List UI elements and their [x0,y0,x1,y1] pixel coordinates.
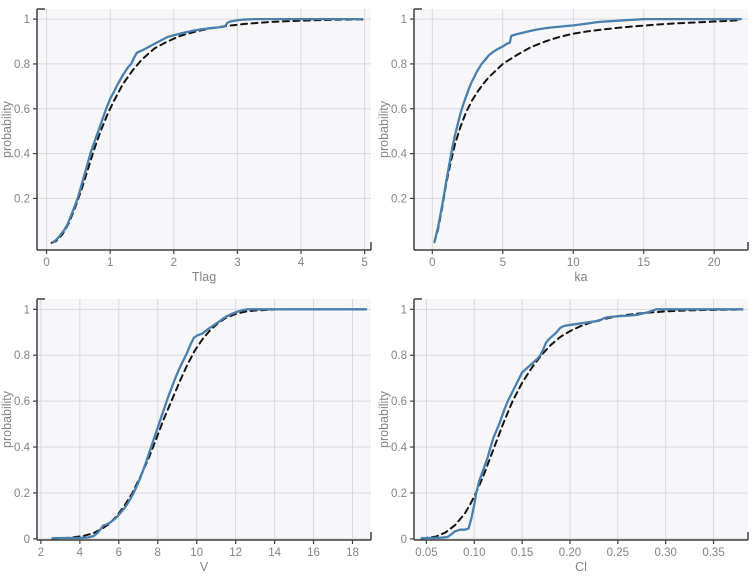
y-tick-label: 0.4 [14,442,31,454]
y-tick-label: 0.2 [391,193,407,205]
x-tick-label: 0.10 [463,547,485,559]
y-tick-label: 0.6 [14,396,30,408]
y-tick-label: 0.8 [391,59,407,71]
x-tick-label: 4 [298,257,305,269]
x-tick-label: 0.05 [415,547,437,559]
y-tick-label: 0.8 [14,59,30,71]
x-tick-label: 10 [190,547,203,559]
y-tick-label: 0 [24,534,30,546]
y-tick-label: 1 [401,14,407,26]
x-axis-label: Tlag [192,270,216,284]
x-axis-label: Cl [575,560,587,574]
plot-background [414,299,748,540]
cdf-plot-cl: 0.05 0.10 0.15 0.20 0.25 0.30 0.35 0 0.2 0.4 0.6 0.… [377,290,754,580]
plot-canvas: 0 1 2 3 4 5 0.2 0.4 0.6 0.8 1 Tlag probability [0,8,372,284]
x-tick-label: 12 [229,547,242,559]
x-tick-label: 4 [77,547,84,559]
y-tick-label: 0.8 [391,350,407,362]
y-tick-label: 0.6 [391,104,407,116]
x-tick-label: 0.30 [655,547,677,559]
plot-canvas: 0 5 10 15 20 0.2 0.4 0.6 0.8 1 ka probability [377,8,749,284]
empirical-cdf-line [51,17,363,244]
y-axis-label: probability [0,390,14,448]
plot-canvas: 0.05 0.10 0.15 0.20 0.25 0.30 0.35 0 0.2 0.4 0.6 0.… [377,298,749,574]
x-axis-label: ka [574,270,587,284]
plot-background [414,9,748,250]
x-tick-label: 15 [637,257,650,269]
plot-background [37,299,371,540]
empirical-cdf-line [433,17,743,244]
x-tick-label: 8 [155,547,161,559]
y-tick-label: 1 [24,304,30,316]
x-tick-label: 5 [361,257,367,269]
theoretical-cdf-line [51,308,368,540]
x-tick-label: 0 [43,257,49,269]
x-tick-label: 0 [429,257,435,269]
y-tick-label: 0.4 [14,149,31,161]
y-axis-label: probability [0,100,14,158]
x-tick-label: 18 [346,547,359,559]
theoretical-cdf-line [433,19,742,244]
x-tick-label: 0.15 [511,547,533,559]
empirical-cdf-line [420,308,744,540]
y-tick-label: 1 [401,304,407,316]
x-tick-label: 5 [500,257,506,269]
x-axis-label: V [200,560,209,574]
x-tick-label: 1 [107,257,113,269]
y-axis-label: probability [377,390,391,448]
x-tick-label: 16 [307,547,320,559]
cdf-plot-ka: 0 5 10 15 20 0.2 0.4 0.6 0.8 1 ka probability [377,0,754,290]
x-tick-label: 3 [234,257,240,269]
cdf-plot-tlag: 0 1 2 3 4 5 0.2 0.4 0.6 0.8 1 Tlag probability [0,0,377,290]
y-tick-label: 0.2 [14,193,30,205]
x-tick-label: 2 [171,257,177,269]
y-tick-label: 0.2 [14,488,30,500]
y-tick-label: 0.4 [391,442,408,454]
x-tick-label: 20 [708,257,721,269]
y-tick-label: 0 [401,534,407,546]
y-tick-label: 1 [24,14,30,26]
y-tick-label: 0.2 [391,488,407,500]
x-tick-label: 0.20 [559,547,581,559]
y-axis-label: probability [377,100,391,158]
empirical-cdf-line [51,308,368,540]
y-tick-label: 0.4 [391,149,408,161]
x-tick-label: 0.25 [607,547,629,559]
x-tick-label: 2 [38,547,44,559]
y-tick-label: 0.6 [391,396,407,408]
x-tick-label: 10 [567,257,580,269]
y-tick-label: 0.6 [14,104,30,116]
x-tick-label: 0.35 [702,547,724,559]
x-tick-label: 6 [116,547,122,559]
plot-background [37,9,371,250]
x-tick-label: 14 [268,547,281,559]
y-tick-label: 0.8 [14,350,30,362]
